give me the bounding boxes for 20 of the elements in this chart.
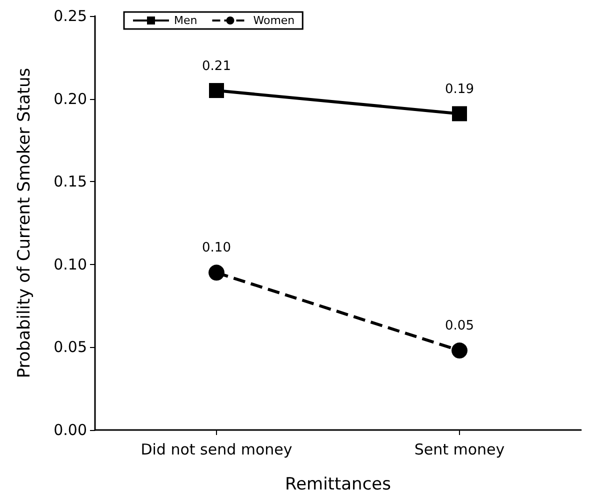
text: 0.00 (54, 421, 87, 439)
data-label: 0.21 (202, 59, 231, 74)
text: 0.25 (54, 7, 87, 25)
y-axis-title: Probability of Current Smoker Status (14, 68, 34, 378)
x-tick-label: Sent money (414, 440, 505, 458)
text: 0.20 (54, 90, 87, 108)
text: 0.15 (54, 172, 87, 191)
text: 0.05 (54, 338, 87, 356)
point (209, 83, 224, 98)
legend-label: Men (174, 14, 198, 27)
data-label: 0.05 (445, 318, 474, 334)
point (208, 264, 224, 281)
text: 0.10 (54, 255, 87, 274)
point (452, 106, 467, 122)
data-label: 0.19 (445, 82, 474, 98)
point (452, 342, 468, 359)
data-label: 0.10 (202, 240, 231, 256)
legend-label: Women (253, 14, 295, 27)
x-axis-title: Remittances (285, 474, 392, 494)
x-tick-label: Did not send money (140, 440, 292, 458)
